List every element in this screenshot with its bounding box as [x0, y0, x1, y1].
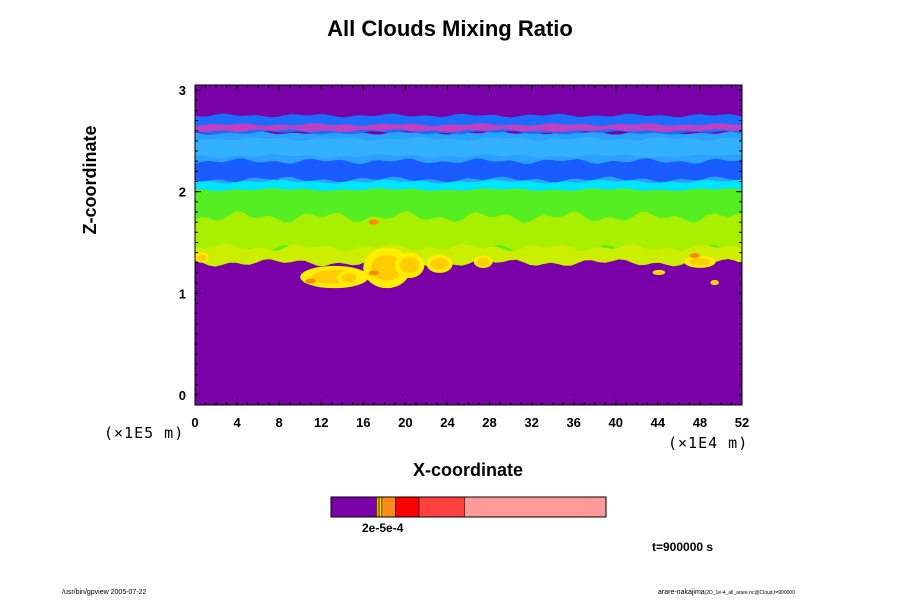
x-tick-label: 24 [440, 415, 455, 430]
z-unit-label: (×1E5 m) [104, 424, 185, 442]
mid-blue-band [195, 136, 742, 158]
y-tick-label: 2 [179, 185, 186, 200]
y-axis-label: Z-coordinate [80, 125, 100, 235]
cloud-cell-core [476, 257, 490, 266]
x-tick-label: 12 [314, 415, 328, 430]
footer-right: arare-nakajima(2D_1e-4_all_arare.nc@Clou… [658, 589, 795, 596]
time-annotation: t=900000 s [652, 540, 714, 554]
cloud-cell-core [399, 257, 420, 274]
colorbar-segment [395, 496, 420, 518]
colorbar-segment [464, 496, 607, 518]
light-green-band [195, 211, 742, 257]
footer-left: /usr/bin/gpview 2005-07-22 [62, 589, 147, 596]
colorbar-label: 2e-5e-4 [362, 521, 404, 535]
cloud-cell-core [430, 258, 449, 270]
cloud-hotspot [368, 270, 379, 276]
dark-blue-band [195, 158, 742, 183]
x-tick-label: 28 [482, 415, 496, 430]
footer-right-small: (2D_1e-4_all_arare.nc@Cloud,t=900000 [704, 590, 795, 596]
footer-right-main: arare-nakajima [658, 589, 705, 596]
x-tick-label: 52 [735, 415, 749, 430]
x-tick-label: 16 [356, 415, 370, 430]
x-tick-label: 48 [693, 415, 707, 430]
x-tick-label: 36 [566, 415, 580, 430]
colorbar-segment [418, 496, 465, 518]
x-tick-label: 44 [651, 415, 666, 430]
cloud-cell-core [340, 273, 357, 283]
cloud-cell-core [654, 270, 664, 275]
cloud-cell-core [371, 255, 403, 281]
colorbar-segment [376, 496, 380, 518]
yellow-green-base [195, 243, 742, 267]
colorbar-segment [381, 496, 396, 518]
x-unit-label: (×1E4 m) [668, 434, 749, 452]
y-tick-label: 0 [179, 388, 186, 403]
x-tick-label: 32 [524, 415, 538, 430]
x-tick-label: 40 [609, 415, 623, 430]
cloud-hotspot [689, 253, 700, 259]
x-tick-label: 4 [233, 415, 241, 430]
x-tick-label: 20 [398, 415, 412, 430]
x-tick-label: 8 [276, 415, 283, 430]
chart-title: All Clouds Mixing Ratio [327, 16, 573, 41]
x-tick-label: 0 [191, 415, 198, 430]
colorbar-segment [378, 496, 383, 518]
plot-area [195, 85, 742, 405]
magenta-stripe [195, 123, 742, 133]
cloud-cell-core [689, 257, 711, 266]
cloud-cell-core [197, 254, 207, 261]
colorbar-frame [330, 496, 607, 518]
cloud-cell-core [711, 281, 718, 285]
colorbar-segment [330, 496, 377, 518]
colorbar [330, 496, 607, 518]
y-tick-label: 3 [179, 83, 186, 98]
y-tick-label: 1 [179, 286, 186, 301]
x-axis-label: X-coordinate [412, 460, 523, 480]
cloud-hotspot [368, 219, 379, 225]
cloud-hotspot [305, 278, 316, 284]
